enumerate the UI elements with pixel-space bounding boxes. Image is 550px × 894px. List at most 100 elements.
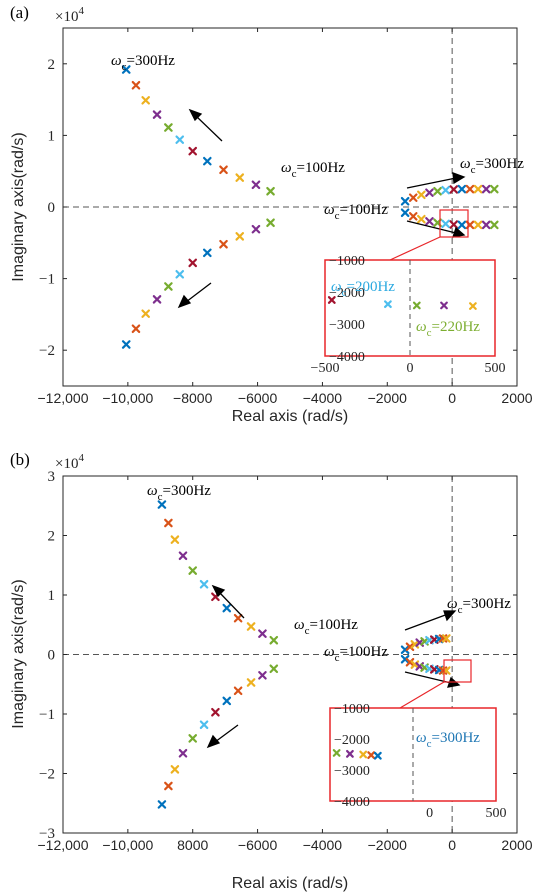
pole-near-upper	[400, 196, 410, 206]
poles-b	[157, 500, 451, 809]
x-tick-label: 2000	[501, 837, 532, 853]
pole-near-upper	[408, 193, 418, 202]
pole-dominant-upper	[164, 123, 173, 132]
annotation-b-omega-100-right: ωc=100Hz	[324, 644, 388, 664]
pole-dominant-lower	[121, 340, 131, 349]
annotation-a-omega-300-right: ωc=300Hz	[460, 156, 524, 176]
y-tick-label: −1	[39, 707, 55, 723]
annotation-b-omega-300-left: ωc=300Hz	[147, 483, 211, 503]
pole-dominant-lower	[131, 324, 141, 334]
pole-near-upper	[405, 642, 415, 652]
pole-dominant-upper	[178, 551, 188, 561]
inset-annotation-a-200: ωc=200Hz	[331, 279, 395, 299]
inset-pole	[332, 749, 341, 757]
pole-dominant-lower	[141, 309, 150, 318]
x-tick-label: −4000	[303, 837, 343, 853]
x-tick-label: 0	[448, 837, 456, 853]
pole-dominant-upper	[269, 635, 279, 645]
x-tick-label: −10,000	[102, 837, 153, 853]
zoom-box-a	[439, 209, 469, 238]
inset-annotation-b-300: ωc=300Hz	[416, 730, 480, 750]
x-tick-label: −8000	[173, 390, 213, 406]
pole-dominant-upper	[199, 579, 209, 589]
pole-dominant-upper	[164, 518, 173, 528]
inset-pole	[412, 301, 421, 310]
pole-dominant-lower	[211, 707, 220, 717]
inset-x-tick-label: 500	[485, 361, 506, 376]
pole-dominant-upper	[121, 65, 131, 74]
pole-near-upper	[465, 184, 475, 194]
x-tick-label: −6000	[238, 837, 278, 853]
pole-dominant-lower	[175, 270, 185, 279]
inset-pole	[384, 300, 392, 309]
pole-near-upper	[481, 184, 491, 194]
pole-near-upper	[457, 184, 467, 194]
x-axis-label-a: Real axis (rad/s)	[232, 408, 348, 425]
pole-near-lower	[490, 220, 499, 230]
panel-a: (a) ×104 −12,000 −10,000 −8000 −6000 −4000 −2…	[10, 3, 533, 425]
arrow-a-up-left	[195, 115, 223, 142]
y-tick-label: −2	[39, 343, 55, 359]
y-tick-label: 0	[48, 648, 56, 664]
arrows-a	[177, 108, 466, 309]
arrow-a-right-up-head	[452, 172, 466, 185]
pole-near-upper	[441, 185, 450, 195]
x-ticks-a: −12,000 −10,000 −8000 −6000 −4000 −2000 0 2000	[38, 28, 533, 406]
arrow-b-right-down	[404, 671, 452, 684]
pole-near-upper	[400, 645, 410, 655]
panel-label-b: (b)	[10, 450, 30, 469]
arrow-a-down-left-head	[177, 294, 192, 309]
pole-near-upper	[449, 185, 459, 194]
pole-dominant-upper	[233, 613, 243, 623]
inset-pole	[359, 750, 368, 759]
inset-y-tick-label: −2000	[329, 286, 365, 301]
inset-y-tick-label: −3000	[334, 764, 370, 779]
pole-dominant-upper	[131, 80, 141, 90]
pole-dominant-upper	[246, 622, 256, 631]
arrow-a-up-left-head	[188, 108, 203, 122]
pole-dominant-lower	[222, 696, 232, 706]
inset-pole	[327, 296, 336, 304]
pole-dominant-lower	[164, 282, 173, 291]
x-tick-label: −4000	[303, 390, 343, 406]
pole-dominant-upper	[222, 603, 232, 613]
inset-x-tick-label: 0	[407, 361, 414, 376]
x-axis-label-b: Real axis (rad/s)	[232, 875, 348, 892]
panel-b: (b) ×104 −12,000 −10,000 8000 −6000 −4000 −20…	[10, 450, 533, 892]
y-tick-label: −1	[39, 272, 55, 288]
pole-near-lower	[449, 220, 459, 229]
y-axis-label-b: Imaginary axis(rad/s)	[10, 579, 27, 728]
inset-a: −1000 −2000 −3000 −4000 −500 0 500 ωc=200Hz ω…	[311, 254, 506, 376]
annotation-a-omega-100-left: ωc=100Hz	[281, 160, 345, 180]
inset-pole	[469, 302, 477, 310]
pole-dominant-upper	[258, 629, 267, 638]
pole-near-upper	[425, 188, 434, 197]
inset-annotation-a-220: ωc=220Hz	[416, 319, 480, 339]
pole-dominant-lower	[157, 800, 167, 809]
y-exponent-b: ×104	[55, 452, 84, 472]
inset-y-tick-label: −1000	[329, 254, 365, 269]
pole-dominant-upper	[235, 173, 245, 182]
pole-near-lower	[408, 212, 418, 221]
inset-y-tick-label: −3000	[329, 318, 365, 333]
annotation-b-omega-100-left: ωc=100Hz	[294, 617, 358, 637]
pole-near-lower	[405, 657, 415, 667]
arrow-b-down-left	[214, 724, 239, 743]
arrow-b-right-up-head	[443, 610, 457, 622]
inset-pole	[440, 301, 448, 310]
x-tick-label: −2000	[368, 837, 408, 853]
x-tick-label: −12,000	[38, 837, 89, 853]
y-tick-label: 2	[48, 57, 56, 73]
pole-dominant-lower	[203, 248, 212, 258]
pole-dominant-upper	[251, 180, 261, 190]
pole-near-upper	[490, 184, 499, 194]
inset-y-tick-label: −4000	[334, 795, 370, 810]
arrow-a-down-left	[185, 282, 212, 303]
x-tick-label: −12,000	[38, 390, 89, 406]
inset-y-ticks-a: −1000 −2000 −3000 −4000	[329, 254, 365, 365]
inset-y-ticks-b: −1000 −2000 −3000 −4000	[334, 702, 370, 810]
inset-x-tick-label: 500	[486, 806, 507, 821]
arrow-a-right-down-head	[452, 226, 466, 238]
inset-y-tick-label: −4000	[329, 350, 365, 365]
